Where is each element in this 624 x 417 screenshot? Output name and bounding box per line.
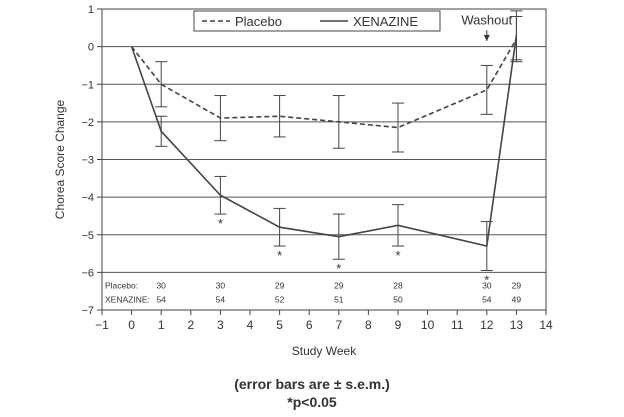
- x-tick-label: 10: [421, 318, 435, 332]
- n-row-label: Placebo:: [105, 281, 138, 291]
- n-value: 50: [393, 294, 403, 304]
- n-value: 52: [275, 294, 285, 304]
- y-axis-label: Chorea Score Change: [53, 99, 67, 219]
- washout-arrow-head: [483, 34, 490, 41]
- error-bar-note: (error bars are ± s.e.m.): [234, 376, 390, 392]
- x-axis-label: Study Week: [292, 344, 357, 358]
- x-tick-label: 2: [187, 318, 194, 332]
- significance-star: *: [336, 261, 341, 276]
- y-tick-label: −5: [81, 230, 94, 242]
- n-row-label: XENAZINE:: [105, 294, 150, 304]
- x-tick-label: 1: [158, 318, 165, 332]
- n-value: 54: [156, 294, 166, 304]
- n-value: 30: [156, 281, 166, 291]
- y-tick-label: −4: [81, 192, 94, 204]
- n-value: 51: [334, 294, 344, 304]
- n-value: 54: [216, 294, 226, 304]
- n-value: 29: [334, 281, 344, 291]
- x-tick-label: 8: [365, 318, 372, 332]
- x-tick-label: 5: [276, 318, 283, 332]
- x-tick-label: 3: [217, 318, 224, 332]
- x-tick-label: 12: [480, 318, 494, 332]
- y-tick-label: 1: [88, 4, 94, 16]
- y-tick-label: −2: [81, 117, 94, 129]
- n-value: 30: [482, 281, 492, 291]
- legend-box: [193, 10, 441, 32]
- x-tick-label: −1: [95, 318, 109, 332]
- y-tick-label: 0: [88, 42, 94, 54]
- n-value: 29: [512, 281, 522, 291]
- significance-note: *p<0.05: [287, 394, 337, 410]
- y-tick-label: −3: [81, 155, 94, 167]
- n-value: 49: [512, 294, 522, 304]
- x-tick-label: 14: [539, 318, 553, 332]
- significance-star: *: [395, 248, 400, 263]
- series-line-0: [130, 38, 518, 129]
- legend-label-0: Placebo: [235, 14, 282, 29]
- x-tick-label: 4: [247, 318, 254, 332]
- significance-star: *: [218, 216, 223, 231]
- n-value: 28: [393, 281, 403, 291]
- n-value: 29: [275, 281, 285, 291]
- x-tick-label: 6: [306, 318, 313, 332]
- y-tick-label: −7: [81, 305, 94, 317]
- x-tick-label: 11: [451, 318, 464, 332]
- significance-star: *: [484, 272, 489, 287]
- series-line-1: [130, 35, 518, 248]
- y-tick-label: −6: [81, 267, 94, 279]
- x-tick-label: 13: [510, 318, 524, 332]
- x-tick-label: 7: [335, 318, 342, 332]
- y-tick-label: −1: [81, 79, 94, 91]
- x-tick-label: 9: [395, 318, 402, 332]
- washout-label: Washout: [461, 12, 512, 27]
- significance-star: *: [277, 248, 282, 263]
- legend-label-1: XENAZINE: [353, 14, 418, 29]
- n-value: 30: [216, 281, 226, 291]
- x-tick-label: 0: [128, 318, 135, 332]
- n-value: 54: [482, 294, 492, 304]
